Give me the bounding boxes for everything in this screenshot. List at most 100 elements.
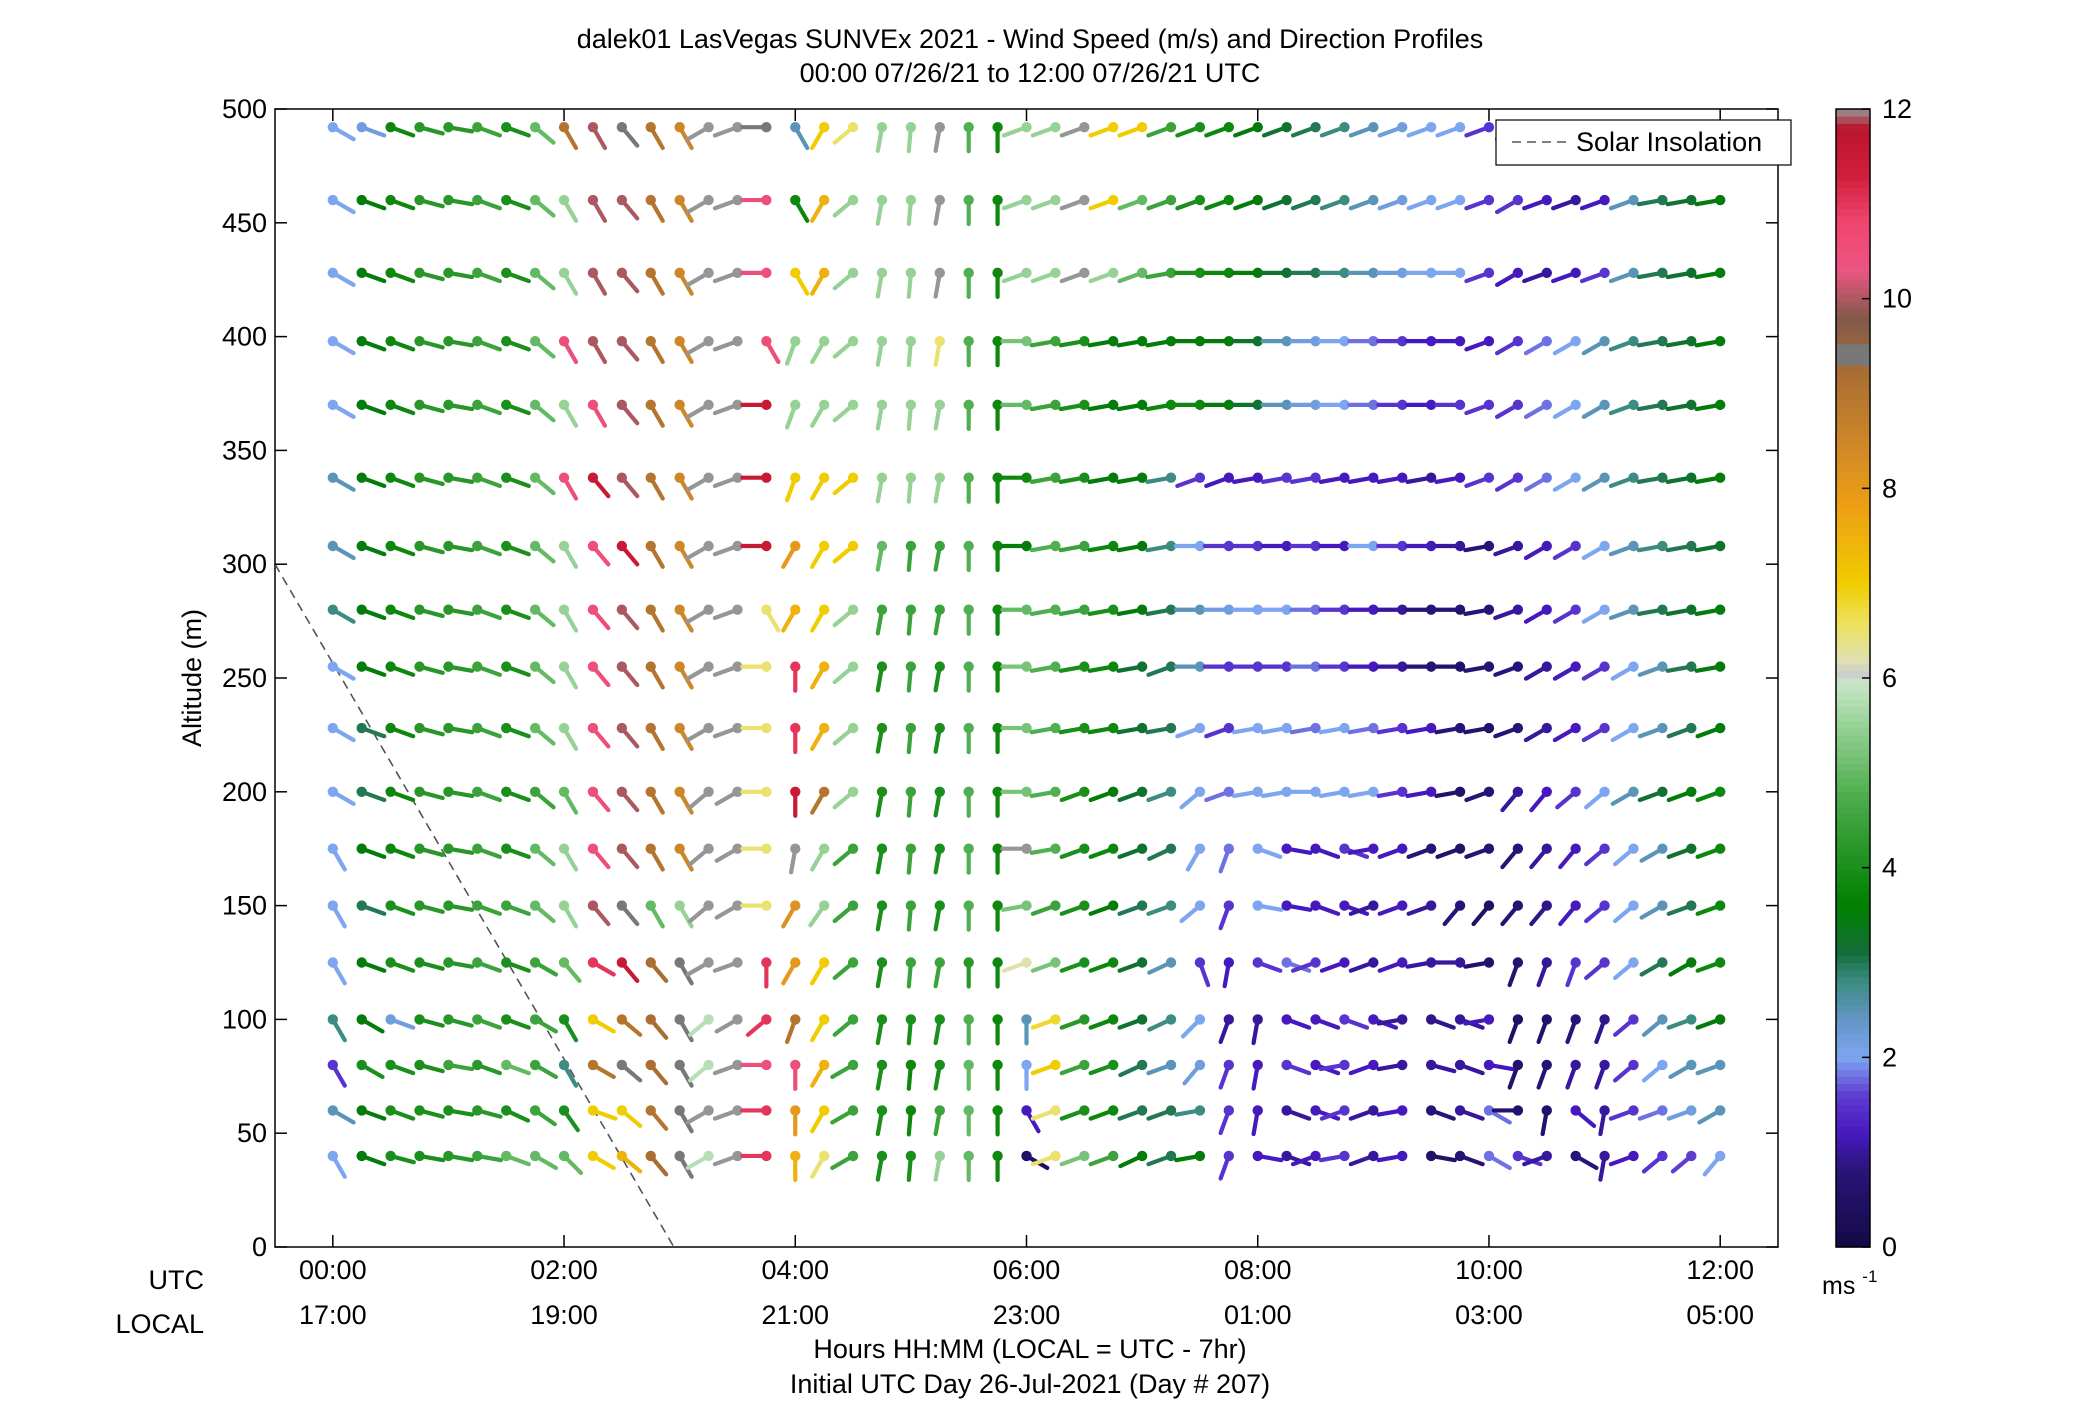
wind-barb [1454,1150,1485,1167]
wind-barb-dot [414,472,425,483]
x-tick-label-local: 17:00 [299,1300,367,1330]
wind-barb [963,1150,974,1183]
wind-barb-dot [1021,957,1032,968]
wind-barb [1281,900,1313,912]
x-tick-label-local: 05:00 [1686,1300,1754,1330]
wind-barb-dot [1599,1059,1610,1071]
wind-barb [1694,472,1726,484]
wind-barb [414,472,445,487]
wind-barb-dot [1570,1105,1581,1116]
wind-barb-dot [1165,122,1177,133]
wind-barb [1639,843,1668,863]
wind-barb-dot [1310,1014,1321,1025]
wind-barb [1665,472,1697,484]
wind-barb [1665,604,1697,616]
wind-barb [832,472,859,496]
wind-barb-dot [1079,661,1090,672]
wind-barb [1594,1059,1610,1090]
wind-barb-dot [1541,1059,1552,1071]
wind-barb [714,1014,743,1034]
wind-barb [1464,399,1495,416]
wind-barb [1608,604,1639,621]
wind-barb [992,122,1003,154]
wind-barb-dot [414,900,425,911]
wind-barb-dot [1310,843,1321,854]
wind-barb [1000,399,1032,411]
wind-barb-dot [1512,1105,1524,1116]
colorbar-tick-label: 10 [1882,284,1912,314]
wind-barb-dot [616,722,628,734]
wind-barb [875,335,888,367]
wind-barb [1405,604,1437,615]
wind-barb-dot [558,843,570,854]
wind-barb-dot [761,957,772,968]
wind-barb [1260,399,1292,411]
wind-barb [1000,900,1032,912]
wind-barb [1231,722,1263,735]
wind-barb-dot [963,1105,974,1116]
wind-barb [1147,843,1177,861]
wind-barb-dot [1368,399,1379,411]
wind-barb-dot [934,1105,945,1116]
wind-barb-dot [1512,900,1524,911]
wind-barb-dot [1628,540,1639,552]
wind-barb-dot [529,122,541,133]
wind-barb-dot [616,1014,628,1025]
wind-barb-dot [1281,604,1292,615]
wind-barb-dot [847,900,859,911]
wind-barb-dot [501,843,512,854]
wind-barb [1493,540,1524,557]
wind-barb [1464,786,1495,803]
wind-barb [1348,194,1379,211]
wind-barb [501,786,531,803]
colorbar-band [1836,1047,1870,1056]
wind-barb [1348,122,1379,138]
wind-barb-dot [558,1059,570,1071]
colorbar-band [1836,407,1870,416]
wind-barb-dot [1021,1150,1032,1162]
wind-barb-dot [1223,122,1235,133]
wind-barb [558,194,579,223]
wind-barb [1021,1105,1041,1134]
wind-barb [1116,722,1148,735]
wind-barb [1281,957,1312,973]
wind-barb-dot [1339,1014,1350,1025]
wind-barb [992,267,1003,299]
wind-barb [1145,604,1177,616]
wind-barb [832,604,859,628]
wind-barb-dot [472,399,483,411]
wind-barb [356,957,387,973]
wind-barb-dot [732,1105,743,1116]
wind-barb [1251,1059,1263,1091]
wind-barb-dot [1310,957,1321,968]
chart-subtitle: 00:00 07/26/21 to 12:00 07/26/21 UTC [800,58,1261,88]
wind-barb-dot [934,722,945,734]
wind-barb-dot [1628,661,1639,672]
wind-barb [1494,267,1524,287]
wind-barb [385,722,416,739]
wind-barb [674,1105,694,1134]
wind-barb-dot [1368,472,1379,483]
wind-barb [1289,399,1321,411]
wind-barb-dot [356,957,367,968]
wind-barb-dot [1425,1105,1437,1116]
colorbar-band [1836,1090,1870,1099]
wind-barb-dot [963,786,974,797]
wind-barb-dot [1339,900,1350,911]
wind-barb [1088,786,1119,803]
wind-barb [1029,335,1061,348]
wind-barb [712,604,743,621]
wind-barb [963,335,974,368]
wind-barb [1260,335,1292,347]
wind-barb-dot [1050,194,1061,206]
wind-barb-dot [1657,540,1668,552]
wind-barb-dot [1628,786,1639,797]
wind-barb [1347,399,1379,411]
wind-barb [472,267,502,284]
wind-barb-dot [1397,194,1408,206]
wind-barb [1001,267,1032,284]
wind-barb [685,122,714,142]
wind-barb-dot [703,661,714,672]
wind-barb [1598,1105,1610,1137]
wind-barb [740,1105,772,1116]
